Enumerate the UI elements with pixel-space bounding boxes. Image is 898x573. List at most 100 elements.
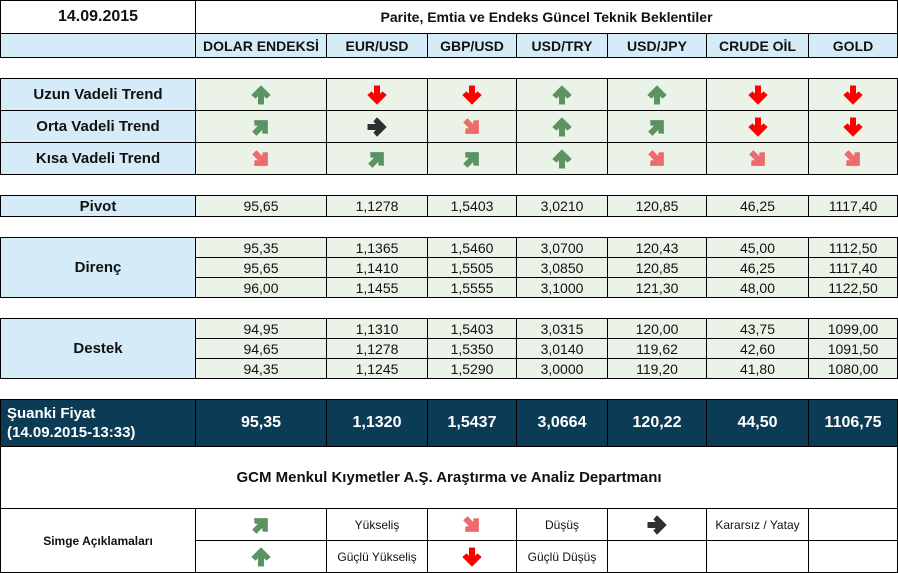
trend-arrow-cell — [326, 110, 428, 143]
support-value: 41,80 — [706, 358, 809, 379]
support-value: 94,65 — [195, 338, 327, 359]
trend-arrow-cell — [807, 78, 898, 111]
legend-strong-up-icon — [195, 540, 327, 573]
report-title: Parite, Emtia ve Endeks Güncel Teknik Be… — [194, 0, 898, 34]
current-price-value: 95,35 — [195, 399, 327, 447]
current-price-value: 1,5437 — [427, 399, 517, 447]
up-arrow-icon — [252, 119, 268, 136]
resistance-value: 120,85 — [607, 257, 707, 278]
support-value: 94,35 — [195, 358, 327, 379]
pivot-value: 46,25 — [706, 195, 809, 217]
support-value: 43,75 — [706, 318, 809, 339]
support-value: 42,60 — [706, 338, 809, 359]
down-arrow-icon — [463, 117, 479, 134]
current-price-value: 1106,75 — [807, 399, 898, 447]
trend-arrow-cell — [706, 142, 809, 175]
support-value: 94,95 — [195, 318, 327, 339]
strong-up-arrow-icon — [251, 85, 271, 104]
resistance-value: 45,00 — [706, 237, 809, 258]
trend-arrow-cell — [195, 78, 327, 111]
trend-label: Orta Vadeli Trend — [0, 110, 196, 143]
legend-title: Simge Açıklamaları — [0, 508, 196, 573]
strong-down-arrow-icon — [367, 85, 387, 104]
trend-arrow-cell — [326, 78, 428, 111]
trend-arrow-cell — [427, 142, 517, 175]
legend-strong-down-icon — [427, 540, 517, 573]
column-header: GBP/USD — [427, 33, 517, 58]
trend-label: Kısa Vadeli Trend — [0, 142, 196, 175]
legend-down-icon — [427, 508, 517, 541]
trend-arrow-cell — [807, 110, 898, 143]
legend-empty — [807, 508, 898, 541]
resistance-label: Direnç — [0, 237, 196, 298]
support-value: 1,1245 — [326, 358, 428, 379]
spacer-row — [0, 378, 898, 400]
resistance-value: 3,0850 — [516, 257, 608, 278]
support-value: 1,5290 — [427, 358, 517, 379]
legend-empty — [607, 540, 707, 573]
pivot-value: 1,1278 — [326, 195, 428, 217]
resistance-value: 1,5555 — [427, 277, 517, 298]
trend-arrow-cell — [516, 78, 608, 111]
spacer-row — [0, 57, 898, 79]
trend-arrow-cell — [195, 110, 327, 143]
strong-down-arrow-icon — [843, 117, 863, 136]
down-arrow-icon — [648, 149, 664, 166]
column-header: USD/TRY — [516, 33, 608, 58]
pivot-value: 120,85 — [607, 195, 707, 217]
pivot-label: Pivot — [0, 195, 196, 217]
current-price-timestamp: (14.09.2015-13:33) — [7, 424, 136, 441]
pivot-value: 3,0210 — [516, 195, 608, 217]
resistance-value: 1122,50 — [807, 277, 898, 298]
trend-arrow-cell — [516, 142, 608, 175]
column-header: EUR/USD — [326, 33, 428, 58]
legend-strong-up-label: Güçlü Yükseliş — [326, 540, 428, 573]
legend-up-icon — [195, 508, 327, 541]
down-arrow-icon — [463, 515, 479, 532]
legend-down-label: Düşüş — [516, 508, 608, 541]
legend-empty — [706, 540, 809, 573]
resistance-value: 95,35 — [195, 237, 327, 258]
sideways-arrow-icon — [647, 515, 667, 534]
current-price-value: 120,22 — [607, 399, 707, 447]
legend-sideways-icon — [607, 508, 707, 541]
trend-arrow-cell — [326, 142, 428, 175]
support-value: 120,00 — [607, 318, 707, 339]
resistance-value: 1,1410 — [326, 257, 428, 278]
report-date: 14.09.2015 — [0, 0, 196, 34]
resistance-value: 120,43 — [607, 237, 707, 258]
strong-down-arrow-icon — [462, 85, 482, 104]
spacer-row — [0, 297, 898, 319]
current-price-value: 3,0664 — [516, 399, 608, 447]
strong-down-arrow-icon — [748, 85, 767, 104]
current-price-value: 44,50 — [706, 399, 809, 447]
resistance-value: 46,25 — [706, 257, 809, 278]
support-value: 1,1278 — [326, 338, 428, 359]
trend-arrow-cell — [427, 110, 517, 143]
trend-arrow-cell — [807, 142, 898, 175]
strong-up-arrow-icon — [647, 85, 667, 104]
current-price-label: Şuanki Fiyat (14.09.2015-13:33) — [0, 399, 196, 447]
resistance-value: 1,5505 — [427, 257, 517, 278]
legend-sideways-label: Kararsız / Yatay — [706, 508, 809, 541]
trend-arrow-cell — [427, 78, 517, 111]
strong-up-arrow-icon — [251, 547, 271, 566]
legend-up-label: Yükseliş — [326, 508, 428, 541]
trend-arrow-cell — [706, 110, 809, 143]
down-arrow-icon — [748, 149, 765, 166]
resistance-value: 1117,40 — [807, 257, 898, 278]
legend-empty — [807, 540, 898, 573]
legend-strong-down-label: Güçlü Düşüş — [516, 540, 608, 573]
support-label: Destek — [0, 318, 196, 379]
resistance-value: 3,0700 — [516, 237, 608, 258]
current-price-value: 1,1320 — [326, 399, 428, 447]
support-value: 1,5403 — [427, 318, 517, 339]
column-header: CRUDE OİL — [706, 33, 809, 58]
support-value: 1099,00 — [807, 318, 898, 339]
trend-arrow-cell — [195, 142, 327, 175]
footer-department: GCM Menkul Kıymetler A.Ş. Araştırma ve A… — [0, 446, 898, 509]
current-price-title: Şuanki Fiyat — [7, 405, 96, 422]
support-value: 119,20 — [607, 358, 707, 379]
trend-label: Uzun Vadeli Trend — [0, 78, 196, 111]
